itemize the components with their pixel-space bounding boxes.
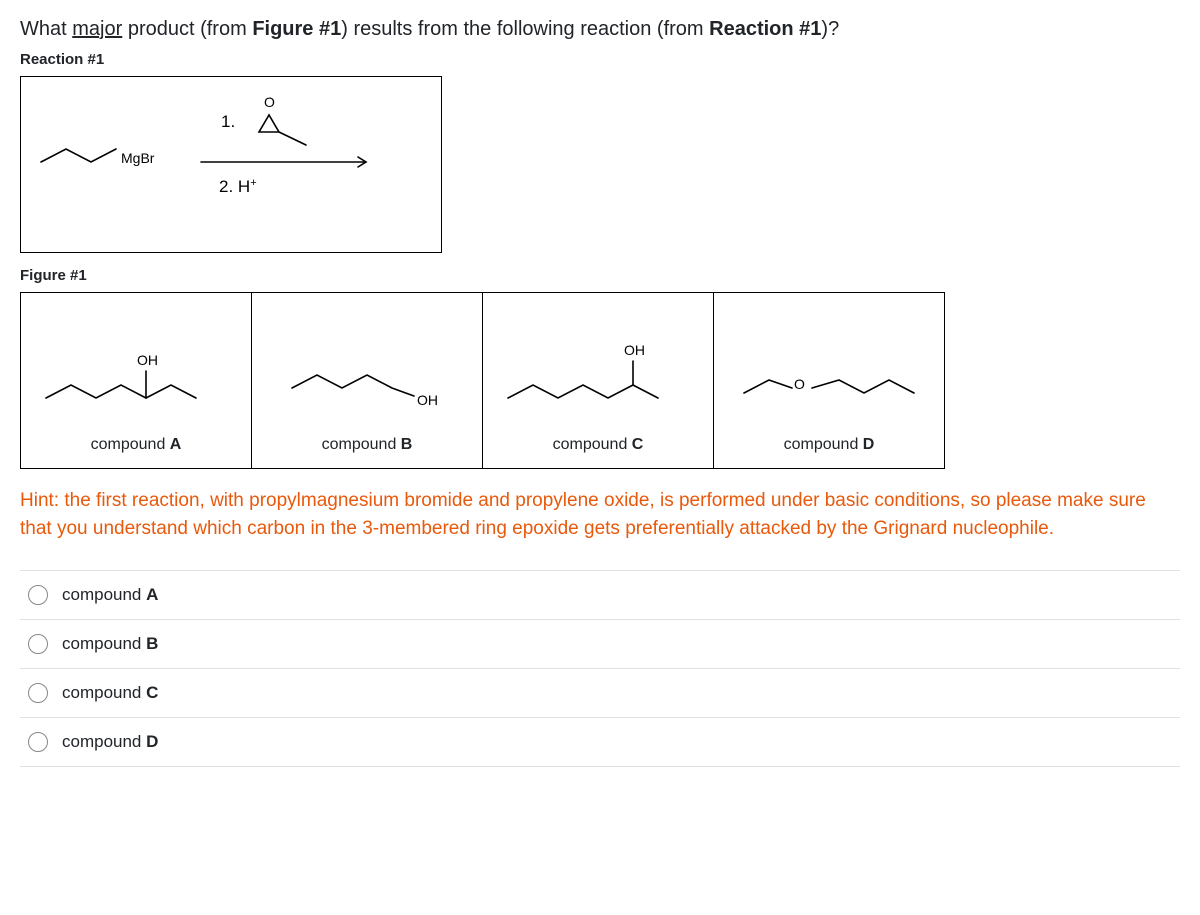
compound-a-oh: OH (137, 352, 158, 368)
reaction-svg: MgBr 1. O 2. H+ (21, 77, 441, 252)
compound-b-caption: compound B (252, 436, 482, 454)
q-mid2: ) results from the following reaction (f… (341, 18, 709, 40)
figure-label: Figure #1 (20, 267, 1180, 284)
reaction-box: MgBr 1. O 2. H+ (20, 76, 442, 253)
figure-cell-c: OH compound C (482, 292, 714, 469)
choice-a-label: compound A (62, 585, 158, 605)
compound-d-o: O (794, 376, 805, 392)
figure-cell-b: OH compound B (251, 292, 483, 469)
q-underlined: major (72, 18, 122, 40)
choice-a[interactable]: compound A (20, 570, 1180, 619)
radio-icon[interactable] (28, 683, 48, 703)
q-pre: What (20, 18, 72, 40)
compound-c-caption: compound C (483, 436, 713, 454)
radio-icon[interactable] (28, 732, 48, 752)
figure-cell-a: OH compound A (20, 292, 252, 469)
q-mid1: product (from (122, 18, 252, 40)
compound-c-oh: OH (624, 342, 645, 358)
epoxide-o: O (264, 94, 275, 110)
compound-b-svg: OH (252, 293, 482, 443)
hint-text: Hint: the first reaction, with propylmag… (20, 487, 1180, 542)
reagent1-number: 1. (221, 112, 235, 131)
radio-icon[interactable] (28, 634, 48, 654)
compound-d-caption: compound D (714, 436, 944, 454)
mgbr-label: MgBr (121, 150, 155, 166)
choice-b-label: compound B (62, 634, 158, 654)
compound-a-svg: OH (21, 293, 251, 443)
compound-c-svg: OH (483, 293, 713, 443)
reaction-label: Reaction #1 (20, 51, 1180, 68)
reagent2-label: 2. H+ (219, 177, 257, 196)
choice-d[interactable]: compound D (20, 717, 1180, 767)
compound-d-svg: O (714, 293, 944, 443)
choice-c-label: compound C (62, 683, 158, 703)
choice-b[interactable]: compound B (20, 619, 1180, 668)
figure-cell-d: O compound D (713, 292, 945, 469)
q-bold1: Figure #1 (252, 18, 341, 40)
q-post: )? (821, 18, 839, 40)
compound-b-oh: OH (417, 392, 438, 408)
radio-icon[interactable] (28, 585, 48, 605)
compound-a-caption: compound A (21, 436, 251, 454)
choice-c[interactable]: compound C (20, 668, 1180, 717)
figure-row: OH compound A OH compound B OH compo (20, 292, 1180, 469)
q-bold2: Reaction #1 (709, 18, 821, 40)
question-text: What major product (from Figure #1) resu… (20, 18, 1180, 41)
choice-d-label: compound D (62, 732, 158, 752)
choice-list: compound A compound B compound C compoun… (20, 570, 1180, 767)
